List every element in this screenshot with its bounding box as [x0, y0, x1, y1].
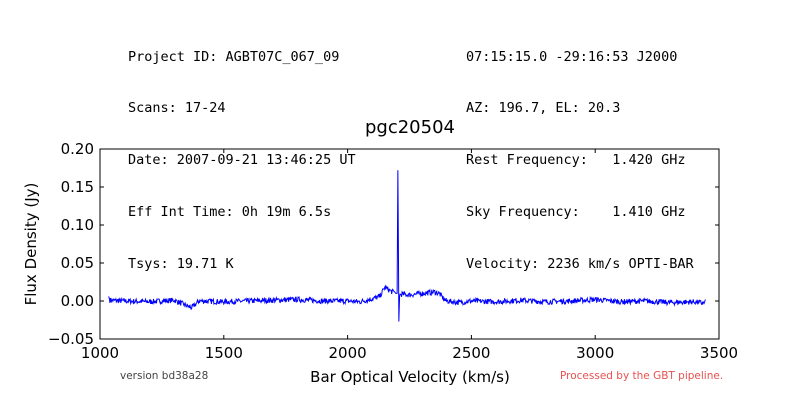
plot-frame	[99, 148, 720, 340]
spectrum-series-line	[108, 170, 706, 322]
az-el-line: AZ: 196.7, EL: 20.3	[466, 100, 621, 117]
axis-ticks	[99, 148, 720, 340]
observation-info-left: Project ID: AGBT07C_067_09 Scans: 17-24 …	[128, 14, 356, 291]
tsys-line: Tsys: 19.71 K	[128, 256, 234, 273]
sky-frequency-line: Sky Frequency: 1.410 GHz	[466, 204, 686, 221]
x-tick-label: 2000	[329, 344, 367, 362]
observation-info-right: 07:15:15.0 -29:16:53 J2000 AZ: 196.7, EL…	[466, 14, 694, 291]
y-tick-label: 0.10	[61, 216, 94, 234]
rest-frequency-line: Rest Frequency: 1.420 GHz	[466, 152, 686, 169]
x-tick-label: 2500	[452, 344, 490, 362]
x-tick-label: 3500	[700, 344, 738, 362]
date-line: Date: 2007-09-21 13:46:25 UT	[128, 152, 356, 169]
coordinates-line: 07:15:15.0 -29:16:53 J2000	[466, 48, 678, 65]
y-axis-label: Flux Density (Jy)	[22, 183, 40, 306]
x-tick-label: 3000	[576, 344, 614, 362]
velocity-line: Velocity: 2236 km/s OPTI-BAR	[466, 256, 694, 273]
project-id-line: Project ID: AGBT07C_067_09	[128, 48, 340, 65]
scans-line: Scans: 17-24	[128, 100, 226, 117]
eff-int-time-line: Eff Int Time: 0h 19m 6.5s	[128, 204, 332, 221]
y-tick-label: 0.20	[61, 140, 94, 158]
axis-tick-labels: 1000 1500 2000 2500 3000 3500 −0.05 0.00 0.05 0.1…	[48, 140, 738, 362]
x-axis-label: Bar Optical Velocity (km/s)	[310, 368, 510, 386]
x-tick-label: 1500	[205, 344, 243, 362]
pipeline-note: Processed by the GBT pipeline.	[560, 370, 724, 382]
y-tick-label: 0.00	[61, 292, 94, 310]
y-tick-label: 0.05	[61, 254, 94, 272]
chart-title: pgc20504	[365, 117, 455, 138]
y-tick-label: 0.15	[61, 178, 94, 196]
version-note: version bd38a28	[120, 370, 209, 382]
x-tick-label: 1000	[81, 344, 119, 362]
y-tick-label: −0.05	[48, 330, 94, 348]
